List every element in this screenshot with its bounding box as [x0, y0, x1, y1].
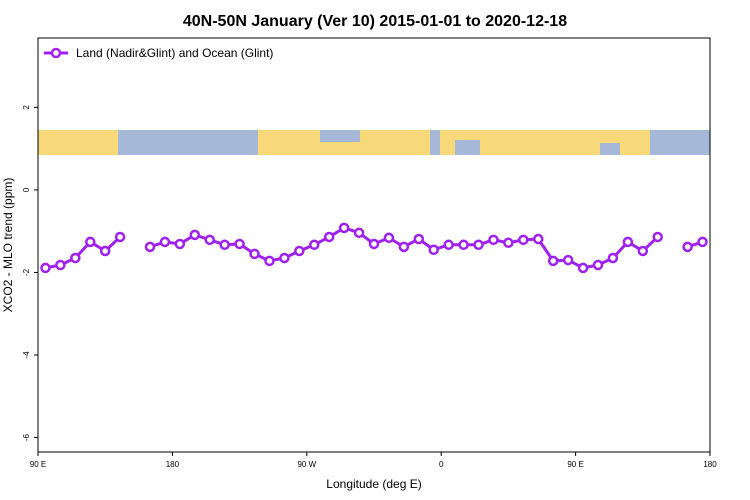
- data-point: [383, 232, 395, 244]
- data-point: [114, 231, 126, 243]
- data-point: [323, 231, 335, 243]
- data-point: [607, 252, 619, 264]
- data-point: [652, 231, 663, 243]
- ocean: [600, 143, 620, 155]
- data-point: [697, 236, 708, 248]
- data-point: [562, 254, 574, 266]
- data-point: [488, 234, 499, 246]
- data-point: [55, 259, 66, 271]
- y-axis-label: XCO2 - MLO trend (ppm): [1, 178, 15, 313]
- map-strip: [38, 130, 710, 155]
- y-tick-label: 0: [22, 187, 31, 192]
- data-point: [40, 262, 51, 274]
- chart-title: 40N-50N January (Ver 10) 2015-01-01 to 2…: [183, 13, 567, 30]
- x-tick-label: 90 E: [30, 460, 46, 469]
- data-point: [309, 239, 320, 251]
- ocean: [320, 130, 360, 142]
- x-tick-label: 180: [703, 460, 717, 469]
- x-tick-label: 90 W: [297, 460, 316, 469]
- data-point: [264, 255, 275, 267]
- data-point: [622, 236, 634, 248]
- data-point: [189, 229, 201, 241]
- data-point: [592, 259, 604, 271]
- x-tick-label: 0: [439, 460, 444, 469]
- data-point: [637, 245, 649, 257]
- data-point: [577, 262, 589, 274]
- x-tick-label: 90 E: [567, 460, 583, 469]
- data-point: [518, 234, 529, 246]
- data-point: [443, 239, 454, 251]
- data-point: [413, 233, 425, 245]
- data-point: [159, 236, 171, 248]
- legend-marker: [50, 47, 62, 59]
- data-point: [204, 234, 215, 246]
- plot-frame: [37, 37, 711, 453]
- data-point: [234, 238, 245, 250]
- land: [38, 130, 118, 155]
- ocean: [455, 140, 480, 155]
- data-point: [473, 239, 484, 251]
- x-axis-label: Longitude (deg E): [326, 477, 421, 491]
- legend-label: Land (Nadir&Glint) and Ocean (Glint): [76, 46, 273, 60]
- data-point: [144, 241, 156, 253]
- data-point: [547, 255, 559, 267]
- data-point: [70, 252, 81, 264]
- data-point: [219, 239, 230, 251]
- y-tick-label: -6: [22, 433, 31, 441]
- y-tick-label: 2: [22, 105, 31, 110]
- data-point: [533, 233, 544, 245]
- y-tick-label: -4: [22, 351, 31, 359]
- data-point: [368, 238, 380, 250]
- data-point: [398, 241, 410, 253]
- data-point: [279, 252, 290, 264]
- data-point: [503, 237, 514, 248]
- data-point: [338, 222, 350, 234]
- data-point: [99, 245, 111, 257]
- data-point: [682, 241, 693, 253]
- data-point: [249, 248, 260, 260]
- data-point: [174, 238, 186, 250]
- data-point: [353, 227, 365, 239]
- x-tick-label: 180: [166, 460, 180, 469]
- data-point: [458, 239, 469, 251]
- y-tick-label: -2: [22, 268, 31, 276]
- data-point: [428, 244, 439, 255]
- data-point: [85, 236, 96, 248]
- data-point: [294, 245, 305, 257]
